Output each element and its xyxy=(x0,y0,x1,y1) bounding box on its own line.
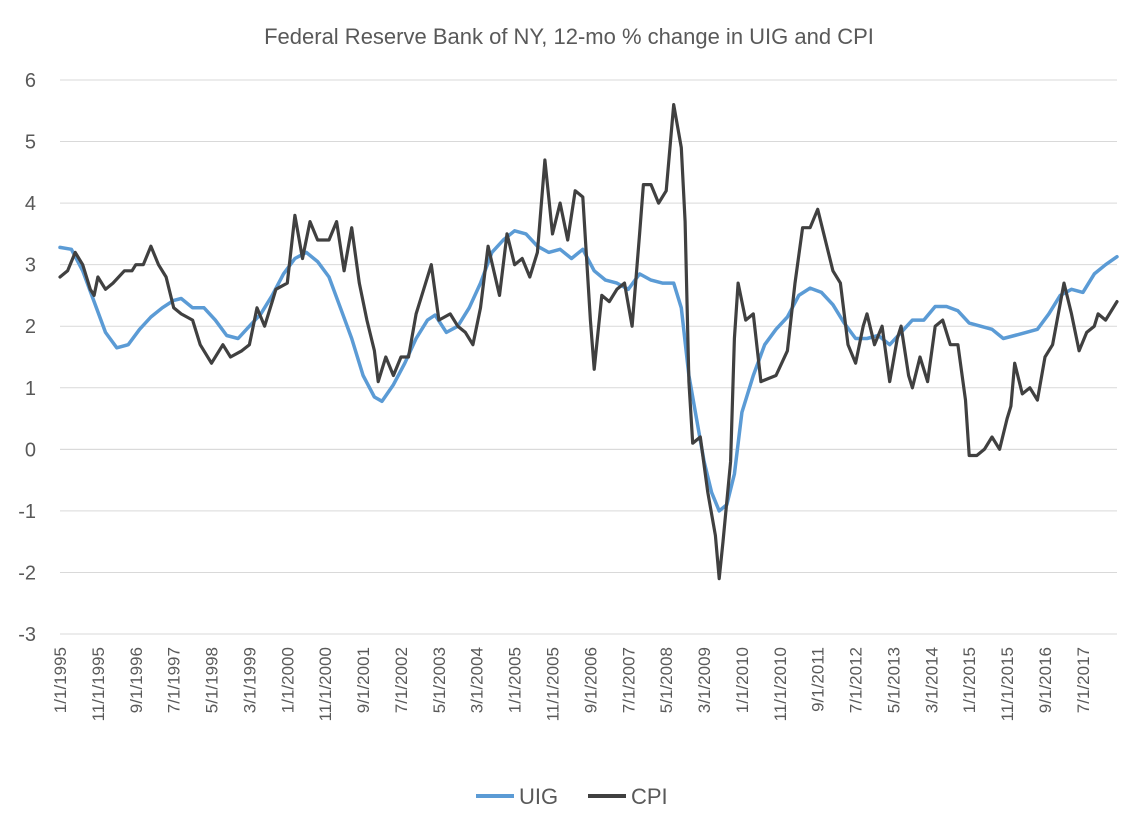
x-tick-label: 3/1/2004 xyxy=(468,647,487,713)
y-tick-label: 0 xyxy=(25,439,36,461)
chart-title: Federal Reserve Bank of NY, 12-mo % chan… xyxy=(264,24,874,49)
x-tick-label: 11/1/2005 xyxy=(544,647,563,721)
y-tick-label: -3 xyxy=(18,624,36,646)
x-tick-label: 1/1/1995 xyxy=(51,647,70,713)
x-tick-label: 11/1/2000 xyxy=(316,647,335,721)
y-tick-label: 2 xyxy=(25,316,36,338)
grid-lines xyxy=(60,79,1117,635)
x-tick-label: 9/1/2001 xyxy=(354,647,373,713)
x-tick-label: 11/1/2010 xyxy=(771,647,790,721)
x-tick-label: 9/1/2006 xyxy=(581,647,600,713)
x-tick-label: 7/1/2012 xyxy=(847,647,866,713)
y-tick-label: -2 xyxy=(18,562,36,584)
x-tick-label: 7/1/2017 xyxy=(1074,647,1093,713)
x-tick-label: 9/1/2016 xyxy=(1036,647,1055,713)
y-tick-label: 3 xyxy=(25,255,36,277)
series-lines xyxy=(58,103,1119,581)
y-tick-label: 6 xyxy=(25,70,36,92)
y-axis-tick-labels: -3 -2 -1 0 1 2 3 4 5 6 xyxy=(18,70,36,646)
x-tick-label: 3/1/1999 xyxy=(240,647,259,713)
series-line-uig xyxy=(58,229,1119,513)
x-tick-label: 5/1/1998 xyxy=(203,647,222,713)
x-tick-label: 9/1/1996 xyxy=(127,647,146,713)
x-tick-label: 1/1/2010 xyxy=(733,647,752,713)
x-tick-label: 5/1/2008 xyxy=(657,647,676,713)
y-tick-label: 5 xyxy=(25,132,36,154)
x-tick-label: 11/1/1995 xyxy=(89,647,108,721)
x-tick-label: 3/1/2014 xyxy=(922,647,941,713)
x-tick-label: 1/1/2000 xyxy=(278,647,297,713)
x-tick-label: 7/1/1997 xyxy=(165,647,184,713)
legend-label-uig: UIG xyxy=(519,784,558,809)
x-tick-label: 5/1/2013 xyxy=(884,647,903,713)
x-tick-label: 9/1/2011 xyxy=(809,647,828,712)
y-tick-label: -1 xyxy=(18,501,36,523)
y-tick-label: 1 xyxy=(25,378,36,400)
legend: UIG CPI xyxy=(476,784,668,809)
x-tick-label: 3/1/2009 xyxy=(695,647,714,713)
series-line-cpi xyxy=(58,103,1119,581)
x-tick-label: 11/1/2015 xyxy=(998,647,1017,721)
x-tick-label: 7/1/2002 xyxy=(392,647,411,713)
legend-label-cpi: CPI xyxy=(631,784,668,809)
x-tick-label: 1/1/2005 xyxy=(506,647,525,713)
x-axis-tick-labels: 1/1/1995 11/1/1995 9/1/1996 7/1/1997 5/1/199… xyxy=(51,647,1093,721)
x-tick-label: 7/1/2007 xyxy=(619,647,638,713)
y-tick-label: 4 xyxy=(25,193,36,215)
x-tick-label: 5/1/2003 xyxy=(430,647,449,713)
x-tick-label: 1/1/2015 xyxy=(960,647,979,713)
